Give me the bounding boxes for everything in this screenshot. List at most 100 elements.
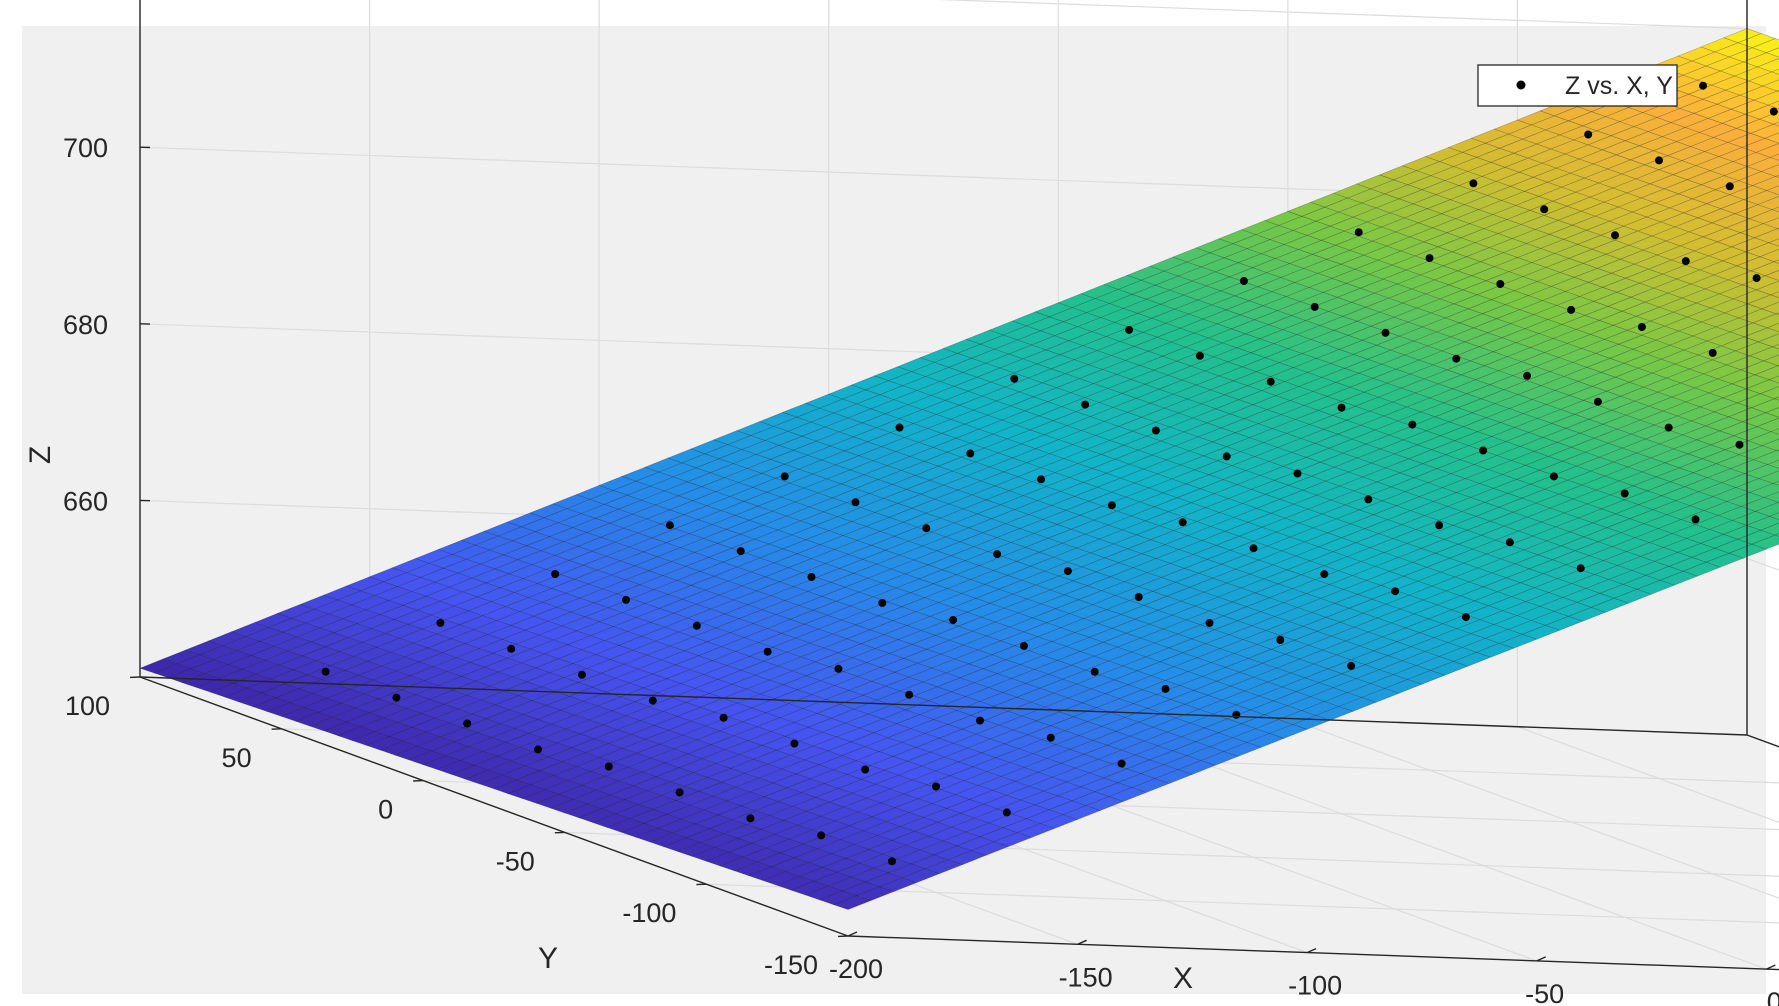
data-point [922,524,931,533]
z-axis-label: Z [24,446,57,464]
data-point [436,618,445,627]
surface-patch [1765,47,1779,58]
data-point [1425,254,1434,263]
z-tick-label: 660 [63,486,108,516]
data-point [604,762,613,771]
data-point [1081,400,1090,409]
data-point [1637,323,1646,331]
grid-line-z-back [937,0,1748,30]
y-tick-label: -150 [764,950,818,980]
data-point [1161,684,1170,693]
data-point [1725,182,1734,191]
data-point [807,573,816,581]
data-point [1019,641,1028,650]
data-point [736,547,745,556]
data-point [1364,495,1373,504]
surface-patch [1742,52,1779,68]
data-point [1469,179,1478,188]
data-point [1232,710,1241,719]
data-point [817,831,826,840]
data-point [321,667,330,676]
grid-line-x-floor [1287,717,1779,899]
data-point [780,472,789,481]
y-tick-label: 100 [65,691,110,721]
data-point [578,670,586,679]
y-axis-label: Y [538,942,558,975]
data-point [1117,759,1126,768]
data-point [1046,733,1055,742]
data-point [746,814,755,823]
surface-patch [1751,176,1779,191]
data-point [719,713,728,722]
grid-line-x-floor [1517,726,1779,824]
data-point [1276,636,1285,644]
surface-layer [139,28,1779,910]
data-point [692,621,701,630]
data-point [1540,205,1549,214]
data-point [534,745,542,754]
grid-line-y-floor [706,883,1779,924]
data-point [1523,371,1532,380]
data-point [1178,518,1187,527]
data-point [1063,567,1072,576]
surface-patch [1744,104,1779,120]
data-point [1195,351,1204,360]
surface-patch [1771,68,1779,75]
legend-entry-label: Z vs. X, Y [1565,72,1673,100]
data-point [665,521,674,530]
surface-patch [1750,123,1779,139]
data-point [1107,501,1116,510]
data-point [1576,564,1585,573]
data-point [1391,587,1400,596]
data-point [1479,446,1488,455]
data-point [1435,521,1444,530]
legend[interactable]: Z vs. X, Y [1477,64,1678,107]
data-point [507,644,516,653]
surface-patch [1767,100,1779,110]
data-point [878,598,887,607]
data-point [463,719,472,728]
z-tick-label: 700 [63,133,108,163]
data-point [1769,107,1778,116]
data-point [1134,593,1143,601]
data-point [1681,257,1690,266]
data-point [1354,228,1363,237]
data-point [1151,426,1160,435]
data-point [1205,618,1214,627]
data-point [1266,377,1275,386]
surface-patch [1772,121,1779,127]
surface-patch [1748,209,1779,224]
data-point [834,664,843,673]
data-point [1002,808,1011,817]
data-point [1347,661,1356,670]
data-point [1320,570,1329,579]
data-point [888,857,896,866]
data-point [966,449,975,458]
z-tick-label: 680 [63,310,108,340]
x-tick-label: 0 [1767,987,1779,1006]
data-point [1125,325,1134,334]
data-point [1584,130,1593,139]
data-point [1496,280,1505,288]
surface-patch [1746,157,1779,172]
data-point [895,423,904,432]
data-point [976,716,984,725]
surface-patch [1769,153,1779,161]
legend-dot-marker [1516,80,1526,90]
surface-patch [1751,38,1779,54]
surface-patch [1753,228,1779,244]
data-point [1010,374,1019,383]
data-point [1708,348,1717,357]
x-tick-label: -100 [1288,971,1342,1001]
data-point [1505,538,1514,547]
y-tick-label: -100 [622,898,676,928]
data-point [1620,489,1629,498]
data-point [1452,354,1461,363]
data-point [790,739,799,748]
data-point [1222,452,1231,461]
data-point [1293,469,1302,478]
data-point [1239,277,1248,285]
surface-patch [1756,58,1779,73]
surface-patch [1757,196,1779,210]
data-point [1699,81,1707,90]
